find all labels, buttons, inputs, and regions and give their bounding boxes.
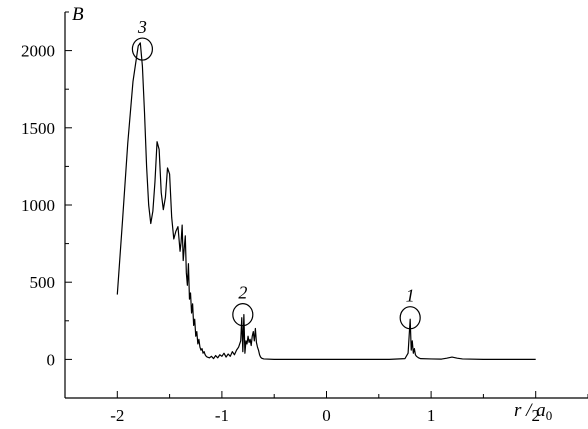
x-tick-label: 0 xyxy=(322,406,331,425)
x-axis-title: r / a0 xyxy=(514,400,552,423)
peak-annotations: 1 2 3 xyxy=(131,17,421,330)
y-tick-label: 1000 xyxy=(21,196,55,215)
peak-circle xyxy=(131,37,154,61)
y-tick-label: 0 xyxy=(47,350,56,369)
y-axis-title: B xyxy=(72,4,84,25)
peak-circle xyxy=(232,303,254,327)
x-tick-label: -1 xyxy=(215,406,229,425)
peak-circle xyxy=(399,306,421,330)
axes xyxy=(64,12,588,399)
y-tick-label: 500 xyxy=(30,273,56,292)
x-tick-label: 2 xyxy=(531,406,540,425)
y-tick-label: 1500 xyxy=(21,119,55,138)
peak-label: 2 xyxy=(238,283,247,303)
data-series-line xyxy=(116,42,536,360)
peak-label: 3 xyxy=(137,17,147,37)
tick-labels: -2 -1 0 1 2 0 500 1000 1500 2000 xyxy=(21,42,540,425)
x-tick-label: 1 xyxy=(427,406,436,425)
x-tick-label: -2 xyxy=(110,406,124,425)
ticks xyxy=(64,11,588,399)
peak-label: 1 xyxy=(406,286,415,306)
y-tick-label: 2000 xyxy=(21,42,55,61)
